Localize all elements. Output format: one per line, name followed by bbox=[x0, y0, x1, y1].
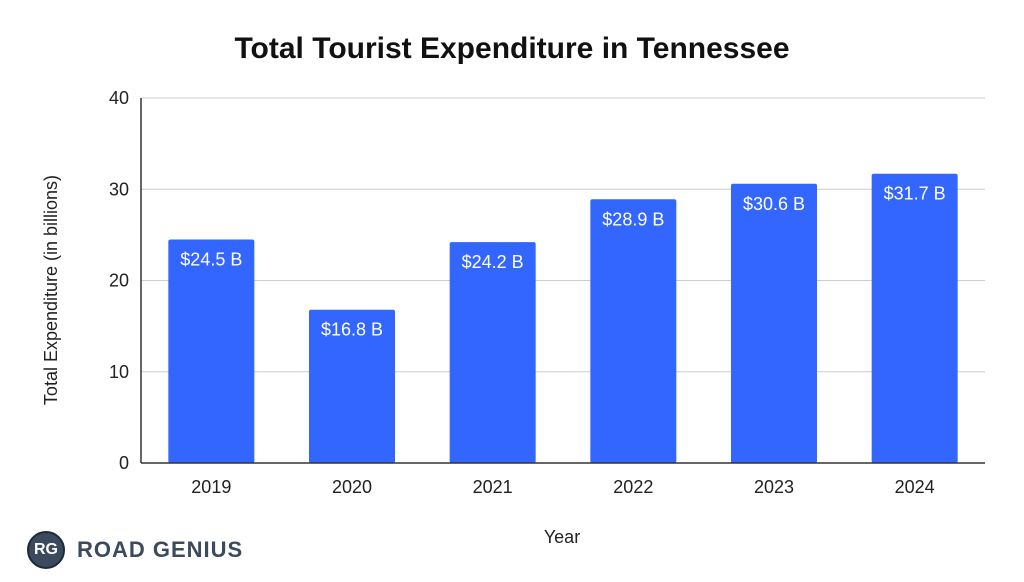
bar-2024 bbox=[871, 173, 958, 464]
bar-data-label-2019: $24.5 B bbox=[180, 249, 242, 269]
x-tick-label-2023: 2023 bbox=[754, 477, 794, 497]
bar-data-label-2023: $30.6 B bbox=[743, 194, 805, 214]
y-tick-label: 0 bbox=[119, 453, 129, 473]
bar-data-label-2024: $31.7 B bbox=[884, 184, 946, 204]
y-tick-label: 20 bbox=[109, 271, 129, 291]
x-tick-label-2024: 2024 bbox=[895, 477, 935, 497]
y-tick-label: 40 bbox=[109, 88, 129, 108]
x-tick-label-2022: 2022 bbox=[613, 477, 653, 497]
bar-data-labels: $24.5 B $16.8 B $24.2 B $28.9 B $30.6 B $31.7… bbox=[180, 184, 945, 340]
x-tick-label-2020: 2020 bbox=[332, 477, 372, 497]
brand-name: ROAD GENIUS bbox=[77, 537, 244, 562]
road-genius-logo: RG ROAD GENIUS bbox=[27, 530, 243, 570]
bars bbox=[168, 173, 958, 464]
bar-2019 bbox=[168, 239, 255, 463]
bar-2020 bbox=[309, 309, 395, 463]
rg-badge-icon: RG bbox=[27, 531, 65, 569]
bar-2022 bbox=[590, 199, 677, 463]
x-axis-ticks: 2019 2020 2021 2022 2023 2024 bbox=[191, 477, 934, 497]
y-tick-label: 10 bbox=[109, 362, 129, 382]
bar-data-label-2021: $24.2 B bbox=[462, 252, 524, 272]
y-axis-ticks: 0 10 20 30 40 bbox=[109, 88, 129, 473]
bar-data-label-2022: $28.9 B bbox=[602, 209, 664, 229]
x-tick-label-2019: 2019 bbox=[191, 477, 231, 497]
x-axis-label: Year bbox=[544, 527, 580, 547]
y-tick-label: 30 bbox=[109, 179, 129, 199]
y-axis-label: Total Expenditure (in billions) bbox=[41, 175, 61, 405]
bar-2021 bbox=[449, 242, 536, 463]
x-tick-label-2021: 2021 bbox=[473, 477, 513, 497]
bar-data-label-2020: $16.8 B bbox=[321, 320, 383, 340]
bar-2023 bbox=[731, 183, 817, 463]
chart-title: Total Tourist Expenditure in Tennessee bbox=[234, 32, 789, 65]
gridlines bbox=[141, 97, 985, 373]
